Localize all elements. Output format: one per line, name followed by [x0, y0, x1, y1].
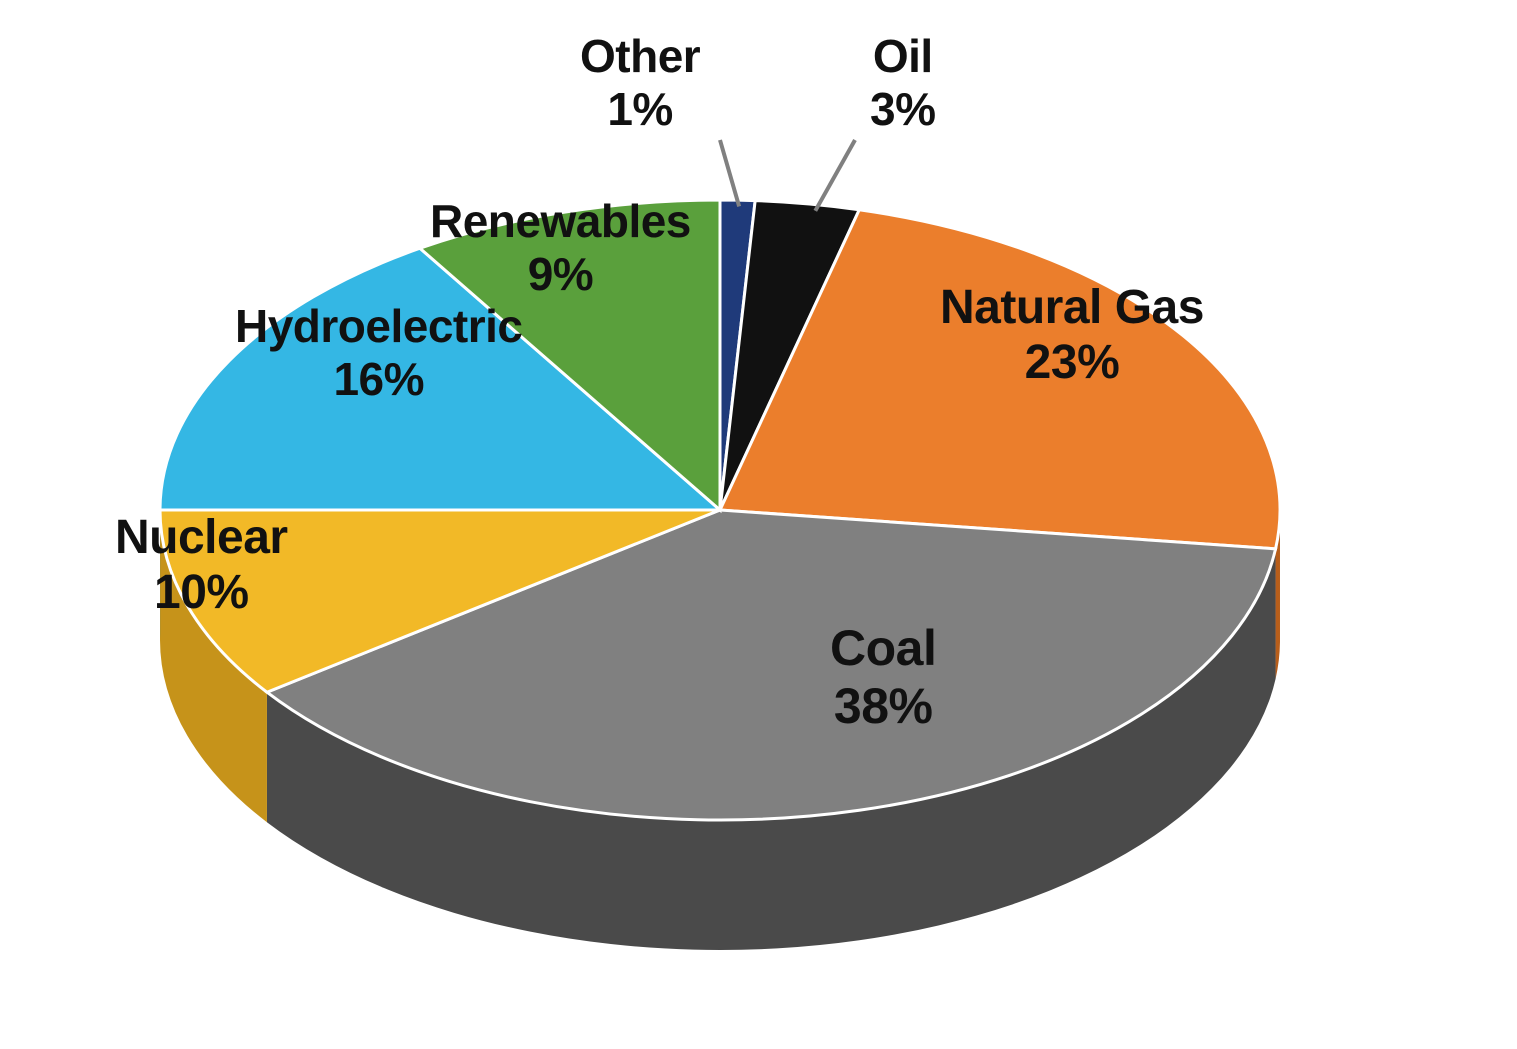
slice-label-name: Coal [830, 620, 936, 678]
slice-label-value: 1% [580, 83, 700, 136]
slice-label-value: 23% [940, 335, 1204, 390]
slice-label-name: Other [580, 30, 700, 83]
slice-label-name: Nuclear [115, 510, 288, 565]
slice-label: Oil3% [870, 30, 935, 136]
slice-label-name: Oil [870, 30, 935, 83]
slice-label-value: 9% [430, 248, 691, 301]
slice-label: Natural Gas23% [940, 280, 1204, 390]
slice-label-name: Hydroelectric [235, 300, 523, 353]
slice-label-value: 16% [235, 353, 523, 406]
slice-label-value: 10% [115, 565, 288, 620]
slice-label: Coal38% [830, 620, 936, 735]
slice-label: Other1% [580, 30, 700, 136]
pie-chart-3d: Other1% Oil3% Natural Gas23% Coal38% Nuclear… [0, 0, 1517, 1049]
slice-label-name: Natural Gas [940, 280, 1204, 335]
slice-label: Hydroelectric16% [235, 300, 523, 406]
slice-label: Nuclear10% [115, 510, 288, 620]
slice-label-name: Renewables [430, 195, 691, 248]
leader-line [720, 140, 739, 206]
leader-line [815, 140, 855, 211]
slice-label-value: 38% [830, 678, 936, 736]
slice-label-value: 3% [870, 83, 935, 136]
slice-label: Renewables9% [430, 195, 691, 301]
